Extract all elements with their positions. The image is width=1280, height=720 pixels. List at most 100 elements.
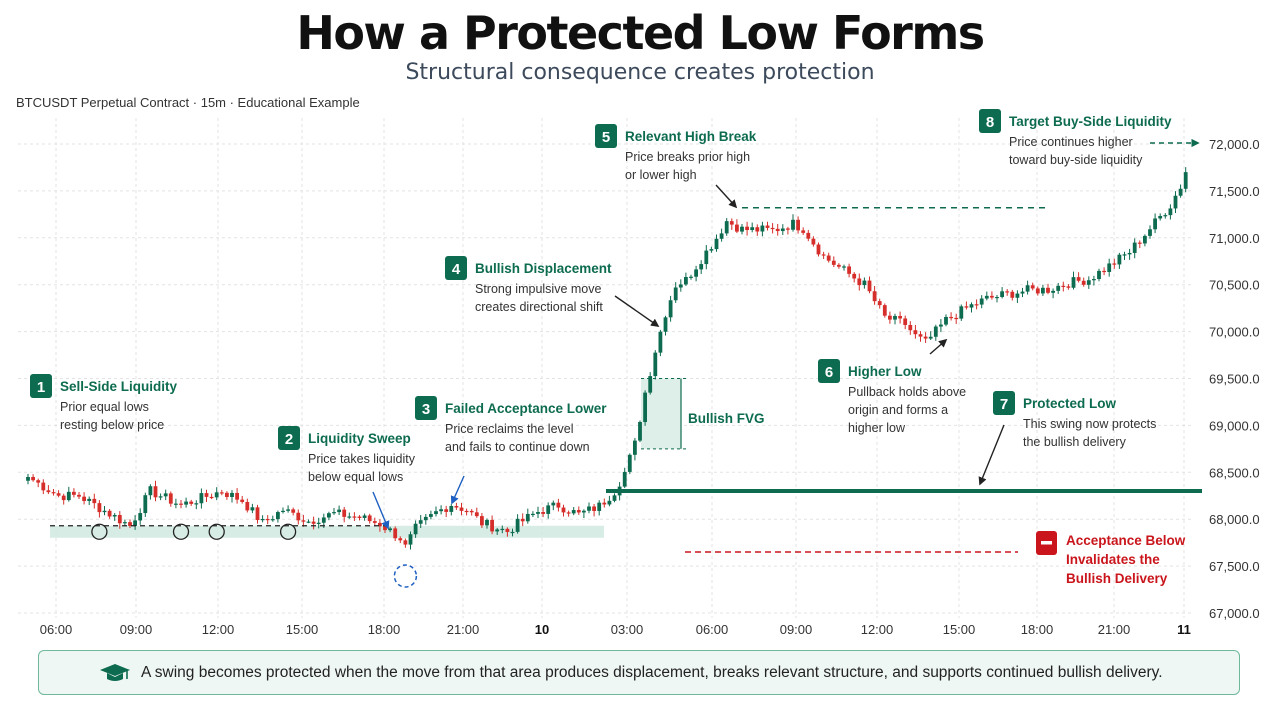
candle-body <box>1102 270 1106 273</box>
candle-body <box>1015 293 1020 298</box>
candle <box>969 302 974 313</box>
annotation-arrow <box>978 424 1005 486</box>
candle <box>469 509 474 516</box>
candle-body <box>1097 270 1101 280</box>
candle-body <box>418 520 423 524</box>
sell-side-liquidity-zone <box>50 525 604 538</box>
candle <box>403 538 408 548</box>
candle <box>474 507 479 518</box>
candle <box>230 490 234 503</box>
candle-body <box>842 266 846 268</box>
candle <box>138 508 143 525</box>
candle <box>1066 284 1071 290</box>
candle <box>520 513 525 527</box>
y-tick-label: 67,000.0 <box>1209 606 1260 621</box>
candle-body <box>449 506 454 512</box>
candle <box>301 514 306 527</box>
candle <box>796 216 800 234</box>
candle-body <box>138 513 143 521</box>
candle-body <box>337 509 341 513</box>
candle-body <box>760 225 765 232</box>
candle-body <box>107 510 112 517</box>
candles <box>26 167 1188 550</box>
candle-body <box>903 318 908 325</box>
candle-body <box>250 507 255 511</box>
candle <box>26 473 30 485</box>
candle-body <box>459 507 464 511</box>
x-tick-label: 11 <box>1177 622 1191 637</box>
candle-body <box>92 498 97 504</box>
candle-body <box>117 514 122 524</box>
candle <box>480 513 484 528</box>
candle <box>357 515 362 521</box>
step-badge <box>595 124 617 148</box>
candle-body <box>735 224 739 232</box>
candle-body <box>72 491 76 495</box>
candle <box>928 331 933 341</box>
candle <box>806 229 811 242</box>
candle-body <box>56 493 61 496</box>
candle <box>678 279 683 292</box>
candle-body <box>184 501 188 505</box>
candle-body <box>602 502 607 505</box>
candle-body <box>837 264 841 267</box>
candle <box>133 515 137 530</box>
candle <box>61 493 66 505</box>
candle <box>398 536 403 544</box>
candle <box>872 285 877 305</box>
annotation-body-line: Price reclaims the level <box>445 422 574 436</box>
candle-body <box>321 517 326 523</box>
candle <box>434 506 438 517</box>
candle-body <box>500 528 505 531</box>
candle-body <box>791 219 795 230</box>
candle-body <box>286 509 290 511</box>
x-tick-label: 21:00 <box>1098 622 1131 637</box>
candle-body <box>26 476 30 481</box>
candle <box>36 478 41 488</box>
step-number: 2 <box>285 431 293 448</box>
candle <box>847 263 851 278</box>
candle <box>1107 258 1112 277</box>
y-tick-label: 69,500.0 <box>1209 372 1260 387</box>
candle <box>602 498 607 508</box>
warning-line: Acceptance Below <box>1066 533 1186 548</box>
candle-body <box>51 492 56 494</box>
candle <box>1137 240 1142 249</box>
candle-body <box>1056 285 1061 291</box>
candle <box>1178 184 1183 198</box>
candle-body <box>490 519 494 532</box>
step-number: 8 <box>986 114 994 131</box>
candle-body <box>729 221 734 225</box>
step-number: 7 <box>1000 396 1008 413</box>
candle-body <box>643 392 647 423</box>
candle-body <box>755 227 760 232</box>
candle <box>735 219 739 234</box>
candle-body <box>347 516 352 518</box>
candle <box>1097 268 1101 282</box>
candle-body <box>281 510 285 513</box>
candle <box>663 315 668 336</box>
candle <box>831 256 836 268</box>
step-number: 1 <box>37 379 45 396</box>
candle-body <box>1061 285 1066 288</box>
candle <box>352 512 357 522</box>
annotation-body-line: Prior equal lows <box>60 400 149 414</box>
candle-body <box>31 476 35 481</box>
candle <box>1076 272 1081 283</box>
candle <box>990 291 994 300</box>
candle <box>867 276 872 294</box>
x-tick-label: 18:00 <box>368 622 401 637</box>
candle <box>429 510 433 520</box>
candle <box>765 221 770 231</box>
candle <box>31 474 35 482</box>
candle-body <box>780 228 785 232</box>
candle <box>923 332 928 343</box>
candle-body <box>1117 254 1122 265</box>
candle-body <box>541 512 545 514</box>
candle <box>296 509 301 525</box>
annotation-title: Bullish Displacement <box>475 261 612 276</box>
x-tick-label: 09:00 <box>780 622 813 637</box>
candle-body <box>148 486 153 496</box>
candle-body <box>770 227 775 230</box>
candle <box>556 498 561 512</box>
